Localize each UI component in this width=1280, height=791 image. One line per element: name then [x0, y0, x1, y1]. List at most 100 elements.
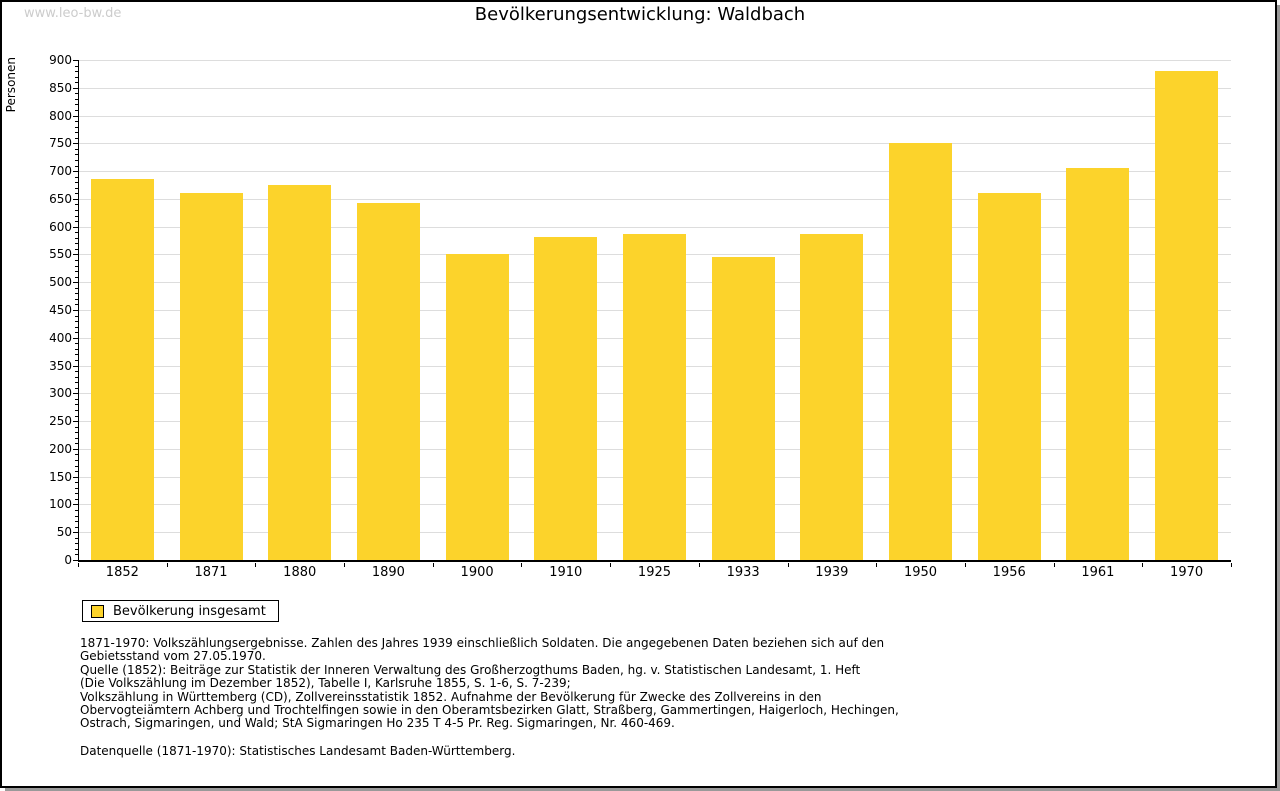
y-minor-tick	[75, 382, 78, 384]
bar-1939	[800, 234, 864, 560]
bar-slot	[78, 60, 167, 560]
y-minor-tick	[75, 371, 78, 373]
x-axis-tick	[521, 563, 523, 567]
y-minor-tick	[75, 160, 78, 161]
gridline	[78, 198, 1231, 200]
y-minor-tick	[75, 315, 78, 317]
bar-slot	[167, 60, 256, 560]
y-axis-tick-label: 800	[49, 108, 72, 123]
y-minor-tick	[75, 360, 78, 361]
y-major-tick	[73, 60, 78, 61]
x-axis-label: 1910	[549, 565, 583, 580]
y-minor-tick	[75, 232, 78, 234]
y-minor-tick	[75, 482, 78, 484]
y-axis-tick-label: 700	[49, 164, 72, 179]
bar-slot	[433, 60, 522, 560]
bar-series	[78, 60, 1231, 560]
y-major-tick	[73, 198, 78, 200]
y-minor-tick	[75, 376, 78, 378]
y-minor-tick	[75, 243, 78, 245]
y-minor-tick	[75, 71, 78, 73]
y-minor-tick	[75, 65, 78, 67]
frame-shadow-right	[1277, 5, 1280, 791]
y-axis-tick-label: 600	[49, 219, 72, 234]
bar-1871	[179, 193, 243, 560]
y-axis-tick-label: 0	[64, 553, 72, 567]
y-axis-tick-label: 400	[49, 330, 72, 345]
y-minor-tick	[75, 298, 78, 300]
y-minor-tick	[75, 265, 78, 267]
y-minor-tick	[75, 137, 78, 139]
y-axis-tick-label: 50	[56, 525, 72, 540]
y-minor-tick	[75, 432, 78, 434]
y-axis-tick-label: 450	[49, 303, 72, 317]
bar-slot	[521, 60, 610, 560]
bar-1950	[889, 143, 952, 560]
y-minor-tick	[75, 348, 78, 350]
bar-1970	[1155, 70, 1219, 560]
y-minor-tick	[75, 343, 78, 345]
y-axis-tick-label: 650	[49, 191, 72, 206]
y-minor-tick	[75, 437, 78, 439]
gridline	[78, 60, 1231, 61]
y-axis-tick-label: 200	[49, 441, 72, 456]
y-major-tick	[73, 310, 78, 311]
frame-shadow-bottom	[5, 788, 1280, 791]
y-axis-tick-label: 750	[49, 136, 72, 151]
y-minor-tick	[75, 537, 78, 539]
bar-1852	[90, 178, 154, 560]
y-major-tick	[73, 560, 78, 561]
y-major-tick	[73, 87, 78, 89]
bar-1961	[1066, 168, 1130, 560]
plot-area	[78, 60, 1232, 567]
y-axis-tick-label: 150	[49, 469, 72, 484]
y-minor-tick	[75, 526, 78, 528]
y-major-tick	[73, 393, 78, 395]
datasource-line: Datenquelle (1871-1970): Statistisches L…	[80, 744, 516, 758]
y-minor-tick	[75, 215, 78, 217]
y-axis-tick-label: 900	[49, 53, 72, 67]
y-minor-tick	[75, 410, 78, 411]
bar-1925	[622, 233, 686, 560]
y-minor-tick	[75, 148, 78, 150]
y-minor-tick	[75, 293, 78, 295]
watermark: www.leo-bw.de	[24, 6, 122, 21]
y-minor-tick	[75, 332, 78, 334]
legend: Bevölkerung insgesamt	[82, 600, 279, 622]
x-axis-tick	[964, 563, 966, 567]
bar-1900	[445, 253, 509, 560]
y-minor-tick	[75, 426, 78, 428]
x-axis-label: 1933	[726, 565, 760, 580]
legend-swatch-icon	[91, 604, 104, 618]
bar-slot	[965, 60, 1054, 560]
bar-slot	[610, 60, 699, 560]
y-minor-tick	[75, 237, 78, 239]
footnote-line: 1871-1970: Volkszählungsergebnisse. Zahl…	[80, 636, 885, 650]
footnote-line: Gebietsstand vom 27.05.1970.	[80, 649, 266, 664]
y-axis-tick-label: 850	[49, 80, 72, 95]
x-axis-tick	[166, 563, 168, 567]
footnote-line: (Die Volkszählung im Dezember 1852), Tab…	[80, 676, 571, 691]
y-axis-title: Personen	[4, 57, 18, 113]
y-minor-tick	[75, 104, 78, 106]
y-minor-tick	[75, 454, 78, 456]
x-axis-label: 1939	[815, 565, 849, 580]
y-minor-tick	[75, 276, 78, 278]
y-minor-tick	[75, 110, 78, 111]
chart-title: Bevölkerungsentwicklung: Waldbach	[474, 4, 806, 25]
y-axis-tick-label: 500	[49, 275, 72, 290]
x-axis-tick	[787, 563, 789, 567]
y-minor-tick	[75, 498, 78, 500]
x-axis-label: 1852	[105, 565, 139, 580]
y-minor-tick	[75, 76, 78, 78]
y-minor-tick	[75, 515, 78, 517]
y-minor-tick	[75, 548, 78, 550]
x-axis-label: 1970	[1170, 565, 1204, 580]
y-minor-tick	[75, 271, 78, 273]
x-axis-labels: 1852 1871 1880 1890 1900 1910 1925 1933 1939 1950…	[78, 565, 1231, 580]
gridline	[78, 87, 1231, 89]
x-axis-label: 1950	[903, 565, 938, 580]
x-axis-label: 1961	[1081, 565, 1115, 580]
y-major-tick	[73, 171, 78, 173]
